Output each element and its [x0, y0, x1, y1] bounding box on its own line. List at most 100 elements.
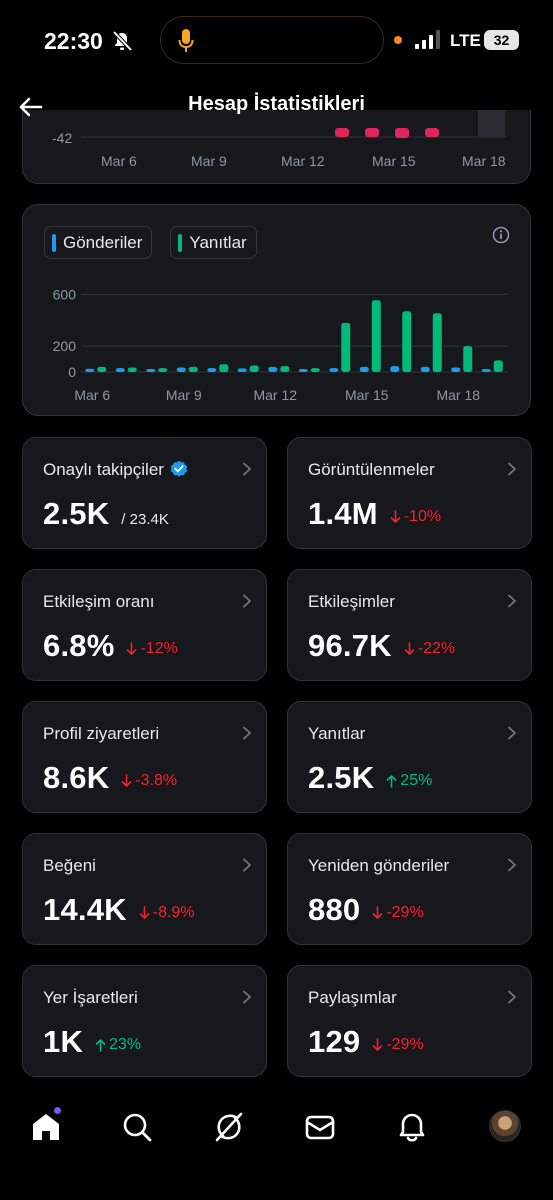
stat-total: / 23.4K — [121, 511, 169, 528]
stat-value: 14.4K — [43, 892, 127, 927]
stat-delta: -10% — [390, 508, 441, 526]
chevron-right-icon — [243, 726, 251, 740]
stat-value: 880 — [308, 892, 361, 927]
stat-value-row: 2.5K / 23.4K — [43, 496, 169, 532]
replies-bar[interactable] — [188, 366, 198, 372]
chevron-right-icon — [508, 990, 516, 1004]
replies-bar[interactable] — [432, 313, 442, 372]
stat-label-text: Etkileşimler — [308, 592, 395, 611]
stat-value-row: 6.8% -12% — [43, 628, 178, 664]
posts-bar[interactable] — [207, 368, 217, 372]
stat-value: 6.8% — [43, 628, 115, 663]
replies-bar[interactable] — [280, 366, 290, 372]
stat-card[interactable]: Yeniden gönderiler 880 -29% — [287, 833, 532, 945]
replies-bar[interactable] — [97, 366, 107, 372]
stat-card[interactable]: Paylaşımlar 129 -29% — [287, 965, 532, 1077]
posts-bar[interactable] — [451, 367, 461, 372]
posts-bar[interactable] — [268, 366, 278, 372]
stat-card[interactable]: Etkileşimler 96.7K -22% — [287, 569, 532, 681]
replies-bar[interactable] — [219, 364, 229, 372]
notifications-icon[interactable] — [395, 1110, 429, 1144]
stat-card[interactable]: Etkileşim oranı 6.8% -12% — [22, 569, 267, 681]
replies-bar[interactable] — [158, 368, 168, 372]
stat-label-text: Beğeni — [43, 856, 96, 875]
stat-delta: -22% — [404, 640, 455, 658]
top-chart-shade — [478, 110, 505, 137]
posts-bar[interactable] — [359, 366, 369, 372]
voice-indicator-pill[interactable] — [160, 16, 384, 64]
stat-value: 8.6K — [43, 760, 110, 795]
posts-bar[interactable] — [481, 369, 491, 372]
bell-off-icon — [112, 30, 133, 52]
stat-card[interactable]: Yanıtlar 2.5K 25% — [287, 701, 532, 813]
back-arrow-icon[interactable] — [16, 92, 46, 122]
stat-card[interactable]: Görüntülenmeler 1.4M -10% — [287, 437, 532, 549]
stat-card[interactable]: Profil ziyaretleri 8.6K -3.8% — [22, 701, 267, 813]
top-chart-xtick: Mar 12 — [281, 153, 325, 169]
stat-label: Onaylı takipçiler — [43, 460, 188, 480]
stat-value-row: 880 -29% — [308, 892, 424, 928]
legend-item-replies[interactable]: Yanıtlar — [170, 226, 257, 259]
legend-item-posts[interactable]: Gönderiler — [44, 226, 153, 259]
arrow-up-icon — [386, 775, 397, 788]
posts-bar[interactable] — [420, 366, 430, 372]
top-chart-xtick: Mar 15 — [372, 153, 416, 169]
posts-bar[interactable] — [146, 369, 156, 372]
stat-value: 129 — [308, 1024, 361, 1059]
chart-xtick-label: Mar 12 — [253, 387, 297, 403]
arrow-down-icon — [139, 906, 150, 919]
replies-bar[interactable] — [493, 360, 503, 372]
stat-label-text: Yeniden gönderiler — [308, 856, 450, 875]
page-title: Hesap İstatistikleri — [188, 93, 365, 115]
posts-bar[interactable] — [390, 366, 400, 372]
chevron-right-icon — [243, 990, 251, 1004]
profile-avatar[interactable] — [489, 1110, 521, 1142]
stat-label-text: Etkileşim oranı — [43, 592, 155, 611]
stat-value-row: 1K 23% — [43, 1024, 141, 1060]
privacy-indicator-dot — [394, 36, 402, 44]
search-icon[interactable] — [120, 1110, 154, 1144]
replies-bar[interactable] — [341, 322, 351, 372]
stat-card[interactable]: Beğeni 14.4K -8.9% — [22, 833, 267, 945]
replies-bar[interactable] — [402, 311, 412, 372]
stat-value-row: 2.5K 25% — [308, 760, 432, 796]
posts-bar[interactable] — [329, 368, 339, 372]
stat-delta: 25% — [386, 772, 432, 790]
posts-bar[interactable] — [176, 367, 186, 372]
posts-replies-bar-chart: 0 200 600 Mar 6 Mar 9 Mar 12 Mar 15 Mar 18 — [53, 286, 508, 403]
stat-card[interactable]: Yer İşaretleri 1K 23% — [22, 965, 267, 1077]
replies-bar[interactable] — [249, 365, 259, 372]
posts-bar[interactable] — [298, 369, 308, 372]
replies-bar[interactable] — [310, 368, 320, 372]
chevron-right-icon — [508, 462, 516, 476]
home-icon[interactable] — [29, 1110, 63, 1144]
stat-delta-text: -22% — [417, 640, 456, 657]
posts-bar[interactable] — [115, 368, 125, 372]
chevron-right-icon — [243, 594, 251, 608]
stat-delta-text: 23% — [109, 1036, 142, 1053]
grok-icon[interactable] — [212, 1110, 246, 1144]
stat-label: Yer İşaretleri — [43, 988, 138, 1008]
info-icon[interactable] — [492, 226, 510, 244]
replies-bar[interactable] — [127, 367, 137, 372]
stat-card[interactable]: Onaylı takipçiler 2.5K / 23.4K — [22, 437, 267, 549]
stat-value: 2.5K — [43, 496, 110, 531]
replies-bar[interactable] — [463, 346, 473, 372]
stat-label: Yeniden gönderiler — [308, 856, 449, 876]
stat-label-text: Yanıtlar — [308, 724, 366, 743]
chart-xtick-label: Mar 15 — [345, 387, 389, 403]
stat-label-text: Paylaşımlar — [308, 988, 397, 1007]
messages-icon[interactable] — [303, 1110, 337, 1144]
stat-label: Etkileşimler — [308, 592, 395, 612]
stat-label: Yanıtlar — [308, 724, 365, 744]
stat-delta-text: -10% — [403, 508, 442, 525]
chevron-right-icon — [508, 858, 516, 872]
microphone-icon — [178, 29, 194, 52]
stat-value-row: 96.7K -22% — [308, 628, 455, 664]
replies-bar[interactable] — [371, 300, 381, 372]
stat-label-text: Görüntülenmeler — [308, 460, 435, 479]
posts-bar[interactable] — [237, 368, 247, 372]
posts-bar[interactable] — [85, 368, 95, 372]
top-chart-bar — [335, 128, 349, 137]
top-chart-card: -42 Mar 6 Mar 9 Mar 12 Mar 15 Mar 18 — [22, 110, 531, 184]
